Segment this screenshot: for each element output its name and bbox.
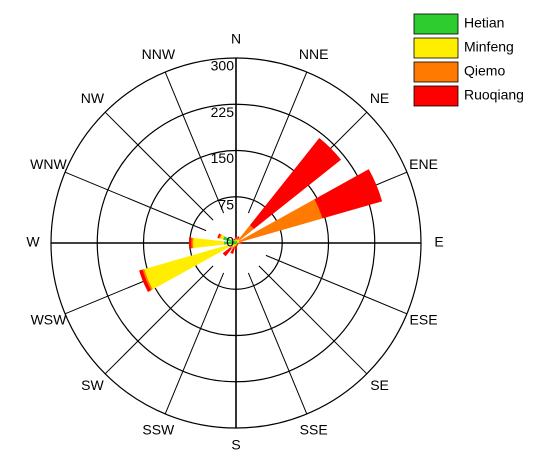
spoke: [164, 272, 225, 415]
direction-label: NNE: [299, 46, 329, 62]
direction-label: NNW: [142, 46, 176, 62]
legend-label: Ruoqiang: [464, 87, 524, 103]
legend-swatch: [413, 85, 459, 107]
r-tick-label: 75: [218, 196, 234, 212]
wedge: [314, 169, 383, 219]
spoke: [104, 265, 214, 375]
spoke: [64, 171, 207, 232]
spoke: [265, 254, 408, 315]
wedge: [238, 242, 242, 244]
r-tick-label: 150: [211, 150, 235, 166]
wedge: [192, 237, 225, 249]
direction-label: WNW: [30, 156, 67, 172]
legend-swatch: [413, 13, 459, 35]
direction-label: WSW: [31, 311, 68, 327]
wedge: [233, 238, 236, 241]
wedge: [249, 137, 342, 230]
direction-label: N: [231, 31, 241, 47]
spoke: [247, 71, 308, 214]
spoke: [104, 111, 214, 221]
r-tick-label: 300: [211, 58, 235, 74]
spoke: [247, 272, 308, 415]
direction-label: SSW: [142, 421, 175, 437]
wedge: [236, 243, 239, 246]
direction-label: NE: [370, 90, 389, 106]
legend-label: Hetian: [464, 15, 504, 31]
wedge: [188, 237, 192, 249]
wedge: [237, 236, 240, 240]
direction-label: E: [434, 234, 443, 250]
legend-swatch: [413, 37, 459, 59]
direction-label: SSE: [300, 421, 328, 437]
legend-swatch: [413, 61, 459, 83]
direction-label: ESE: [410, 311, 438, 327]
spoke: [258, 265, 368, 375]
direction-label: ENE: [409, 156, 438, 172]
wedge: [240, 241, 244, 245]
direction-label: W: [26, 234, 40, 250]
wedge: [230, 246, 235, 254]
wedge: [231, 238, 234, 241]
wedge: [222, 247, 232, 257]
wedge: [237, 243, 239, 245]
direction-label: SW: [81, 377, 104, 393]
wedge: [217, 233, 221, 239]
wedge: [236, 244, 238, 247]
direction-label: SE: [370, 377, 389, 393]
r-tick-label: 225: [211, 104, 235, 120]
wedge: [235, 245, 237, 250]
spoke: [164, 71, 225, 214]
wedge: [235, 236, 237, 239]
direction-label: NW: [81, 90, 105, 106]
legend-label: Minfeng: [464, 39, 514, 55]
legend-label: Qiemo: [464, 63, 505, 79]
wedge: [139, 269, 152, 293]
r-tick-label: 0: [226, 234, 234, 250]
direction-label: S: [231, 437, 240, 453]
